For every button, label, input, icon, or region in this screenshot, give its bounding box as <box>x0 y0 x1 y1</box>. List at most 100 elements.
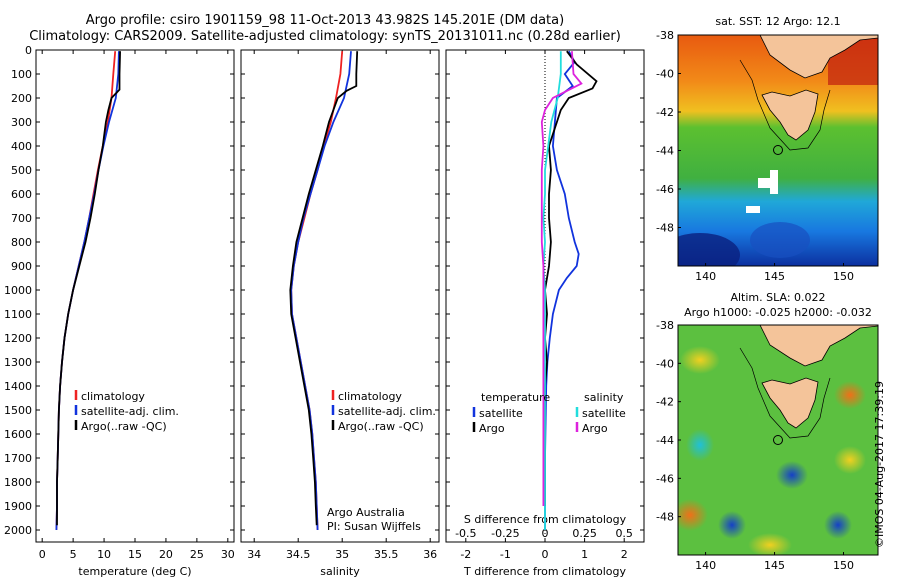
map-x-tick-label: 140 <box>695 559 716 572</box>
x-tick-label: 0 <box>39 548 46 561</box>
map-y-tick-label: -44 <box>656 145 674 158</box>
sla-blob <box>748 533 792 555</box>
map-y-tick-label: -46 <box>656 472 674 485</box>
y-tick-label: 1000 <box>4 284 32 297</box>
sla-map-subtitle: Argo h1000: -0.025 h2000: -0.032 <box>684 306 872 319</box>
map-y-tick-label: -48 <box>656 511 674 524</box>
map-y-tick-label: -48 <box>656 222 674 235</box>
x2-tick-label: 0.5 <box>615 527 633 540</box>
x-tick-label: -2 <box>460 548 471 561</box>
y-tick-label: 1700 <box>4 452 32 465</box>
y-tick-label: 1600 <box>4 428 32 441</box>
x-tick-label: 10 <box>97 548 111 561</box>
annotation: Argo Australia <box>327 506 405 519</box>
legend-entry: satellite-adj. clim. <box>81 405 179 418</box>
x-tick-label: 1 <box>581 548 588 561</box>
legend-entry: climatology <box>81 390 145 403</box>
y-tick-label: 100 <box>11 68 32 81</box>
x-tick-label: 35 <box>335 548 349 561</box>
y-tick-label: 500 <box>11 164 32 177</box>
salinity-profile-panel: 34 34.5 35 35.5 36 salinity climatology satelli… <box>240 49 440 578</box>
sla-bathymetry-contour <box>739 347 831 439</box>
sst-cold-patch <box>678 233 740 266</box>
sst-map-axes: -38 -40 -42 -44 -46 -48 140 145 150 <box>656 29 854 283</box>
sla-map-title: Altim. SLA: 0.022 <box>730 291 825 304</box>
map-x-tick-label: 150 <box>833 559 854 572</box>
sst-cold-patch-2 <box>750 222 810 258</box>
legend-entry: Argo(..raw -QC) <box>81 420 167 433</box>
series-line-argo-raw-qc- <box>56 51 121 526</box>
salinity-profile-frame <box>240 49 440 543</box>
temperature-profile-frame <box>35 49 235 543</box>
sst-tasmania <box>761 89 819 141</box>
map-x-tick-label: 140 <box>695 270 716 283</box>
x-axis-label: salinity <box>320 565 360 578</box>
figure-title-line2: Climatology: CARS2009. Satellite-adjuste… <box>29 29 621 44</box>
sst-bathymetry-contour <box>739 59 831 151</box>
sst-missing-data <box>758 178 776 188</box>
y-tick-label: 1800 <box>4 476 32 489</box>
legend-entry: climatology <box>338 390 402 403</box>
legend-entry: satellite <box>479 407 523 420</box>
series-line-argo-raw-qc- <box>289 51 359 526</box>
sst-australia-mainland <box>678 35 878 79</box>
map-y-tick-label: -40 <box>656 357 674 370</box>
map-y-tick-label: -46 <box>656 183 674 196</box>
imos-credit: ©IMOS 04-Aug-2017 17:39:19 <box>873 381 886 548</box>
x-tick-label: -1 <box>500 548 511 561</box>
sla-blob <box>680 346 720 374</box>
x-tick-label: 35.5 <box>374 548 399 561</box>
sla-blob <box>686 429 714 461</box>
sla-blob <box>834 446 866 474</box>
temperature-profile-panel: 0100200300400500600700800900100011001200… <box>4 44 235 578</box>
sst-argo-marker <box>773 145 783 155</box>
x2-tick-label: -0.25 <box>491 527 519 540</box>
figure-title-line1: Argo profile: csiro 1901159_98 11-Oct-20… <box>85 13 565 28</box>
y-tick-label: 700 <box>11 212 32 225</box>
y-tick-label: 2000 <box>4 524 32 537</box>
map-x-tick-label: 150 <box>833 270 854 283</box>
sla-map-panel: Altim. SLA: 0.022 Argo h1000: -0.025 h20… <box>677 291 879 556</box>
legend-entry: Argo <box>582 422 608 435</box>
map-y-tick-label: -40 <box>656 68 674 81</box>
map-y-tick-label: -42 <box>656 106 674 119</box>
x2-tick-label: 0.25 <box>572 527 597 540</box>
sla-blob <box>834 381 866 409</box>
sst-map-panel: sat. SST: 12 Argo: 12.1 <box>677 15 879 267</box>
x-tick-label: 34.5 <box>286 548 311 561</box>
y-tick-label: 0 <box>25 44 32 57</box>
y-tick-label: 1200 <box>4 332 32 345</box>
map-x-tick-label: 145 <box>764 559 785 572</box>
legend-entry: Argo <box>479 422 505 435</box>
map-x-tick-label: 145 <box>764 270 785 283</box>
y-tick-label: 900 <box>11 260 32 273</box>
sst-map-title: sat. SST: 12 Argo: 12.1 <box>715 15 840 28</box>
x-tick-label: 15 <box>128 548 142 561</box>
legend-title: salinity <box>584 391 624 404</box>
map-y-tick-label: -38 <box>656 319 674 332</box>
y-tick-label: 800 <box>11 236 32 249</box>
x-tick-label: 0 <box>542 548 549 561</box>
sla-blob <box>824 511 852 539</box>
y-tick-label: 1400 <box>4 380 32 393</box>
legend-title: temperature <box>481 391 550 404</box>
y-tick-label: 600 <box>11 188 32 201</box>
map-y-tick-label: -42 <box>656 396 674 409</box>
x-tick-label: 2 <box>621 548 628 561</box>
x-tick-label: 5 <box>70 548 77 561</box>
sla-map-axes: -38 -40 -42 -44 -46 -48 140 145 150 <box>656 319 854 572</box>
map-y-tick-label: -44 <box>656 434 674 447</box>
x-tick-label: 20 <box>159 548 173 561</box>
y-tick-label: 400 <box>11 140 32 153</box>
sla-argo-marker <box>773 435 783 445</box>
y-tick-label: 300 <box>11 116 32 129</box>
x-tick-label: 25 <box>190 548 204 561</box>
series-line-satellite <box>542 51 562 530</box>
x-axis-label: T difference from climatology <box>463 565 626 578</box>
y-tick-label: 1900 <box>4 500 32 513</box>
x-axis-label: temperature (deg C) <box>78 565 191 578</box>
x2-tick-label: -0.5 <box>455 527 476 540</box>
sst-missing-data-3 <box>746 206 760 213</box>
